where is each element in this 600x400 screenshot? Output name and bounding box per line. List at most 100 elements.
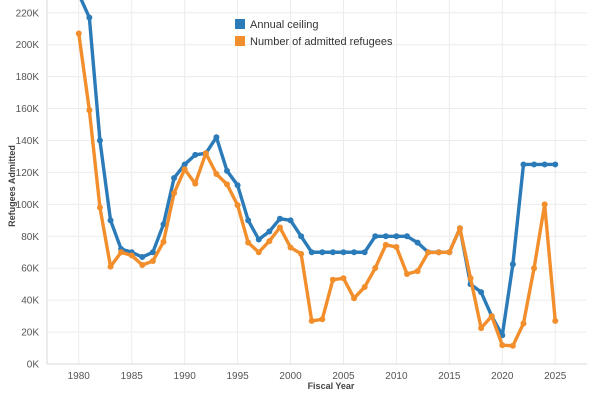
y-axis-title: Refugees Admitted (7, 145, 17, 227)
data-point-ceiling[interactable] (329, 249, 336, 256)
legend-label-ceiling: Annual ceiling (250, 19, 319, 31)
data-point-ceiling[interactable] (351, 249, 358, 256)
data-point-admitted[interactable] (234, 202, 241, 209)
data-point-admitted[interactable] (192, 180, 199, 187)
data-point-ceiling[interactable] (181, 161, 188, 168)
data-point-admitted[interactable] (139, 262, 146, 269)
data-point-admitted[interactable] (287, 244, 294, 251)
y-tick-label: 20K (21, 328, 39, 339)
data-point-ceiling[interactable] (393, 233, 400, 240)
data-point-ceiling[interactable] (340, 249, 347, 256)
data-point-admitted[interactable] (361, 284, 368, 291)
data-point-admitted[interactable] (308, 317, 315, 324)
data-point-admitted[interactable] (160, 238, 167, 245)
data-point-admitted[interactable] (298, 250, 305, 257)
y-tick-label: 0K (27, 360, 40, 371)
series-line-admitted (77, 31, 557, 348)
data-point-admitted[interactable] (509, 342, 516, 349)
data-point-ceiling[interactable] (287, 217, 294, 224)
data-point-admitted[interactable] (435, 249, 442, 256)
data-point-admitted[interactable] (372, 265, 379, 272)
data-point-admitted[interactable] (319, 316, 326, 323)
data-point-ceiling[interactable] (552, 161, 559, 168)
data-point-admitted[interactable] (245, 239, 252, 246)
data-point-admitted[interactable] (149, 258, 156, 265)
data-point-admitted[interactable] (404, 270, 410, 277)
data-point-ceiling[interactable] (245, 217, 252, 224)
data-point-admitted[interactable] (382, 241, 389, 248)
data-point-ceiling[interactable] (531, 161, 538, 168)
x-tick-label: 2000 (279, 371, 302, 382)
data-point-admitted[interactable] (128, 252, 135, 259)
data-point-admitted[interactable] (86, 107, 93, 114)
data-point-admitted[interactable] (224, 181, 230, 188)
data-point-ceiling[interactable] (192, 151, 199, 158)
series-admitted (75, 30, 559, 349)
y-tick-label: 60K (21, 264, 39, 275)
data-point-admitted[interactable] (393, 243, 400, 250)
series-line-ceiling (79, 0, 557, 337)
data-point-admitted[interactable] (541, 201, 548, 208)
data-point-ceiling[interactable] (509, 261, 516, 268)
data-point-admitted[interactable] (467, 275, 474, 282)
data-point-admitted[interactable] (351, 295, 358, 302)
y-tick-label: 80K (21, 232, 39, 243)
legend-item-ceiling[interactable]: Annual ceiling (235, 19, 319, 31)
data-point-admitted[interactable] (520, 320, 527, 327)
data-point-ceiling[interactable] (86, 14, 93, 21)
data-point-admitted[interactable] (414, 268, 421, 275)
legend-item-admitted[interactable]: Number of admitted refugees (235, 36, 393, 48)
data-point-admitted[interactable] (202, 150, 209, 157)
x-tick-label: 2015 (438, 371, 461, 382)
data-point-admitted[interactable] (118, 249, 125, 256)
legend-swatch-ceiling (235, 19, 245, 29)
data-point-ceiling[interactable] (96, 137, 103, 144)
data-point-ceiling[interactable] (298, 233, 305, 240)
data-point-ceiling[interactable] (213, 134, 220, 141)
data-point-ceiling[interactable] (372, 233, 379, 240)
data-point-ceiling[interactable] (149, 249, 156, 256)
data-point-admitted[interactable] (425, 249, 432, 256)
data-point-ceiling[interactable] (308, 249, 315, 256)
x-tick-label: 1985 (121, 371, 144, 382)
data-point-admitted[interactable] (213, 171, 220, 178)
data-point-admitted[interactable] (552, 317, 559, 324)
data-point-ceiling[interactable] (171, 175, 178, 182)
data-point-ceiling[interactable] (382, 233, 389, 240)
data-point-ceiling[interactable] (139, 254, 146, 261)
data-point-admitted[interactable] (446, 249, 453, 256)
data-point-admitted[interactable] (96, 204, 103, 211)
data-point-admitted[interactable] (181, 166, 188, 173)
data-point-ceiling[interactable] (107, 217, 114, 224)
data-point-ceiling[interactable] (361, 249, 368, 256)
data-point-ceiling[interactable] (255, 236, 262, 243)
y-tick-label: 160K (16, 104, 40, 115)
data-point-admitted[interactable] (499, 342, 506, 349)
data-point-ceiling[interactable] (414, 239, 421, 246)
data-point-admitted[interactable] (276, 224, 283, 231)
data-point-ceiling[interactable] (160, 221, 167, 228)
data-point-ceiling[interactable] (541, 161, 548, 168)
data-point-admitted[interactable] (329, 276, 336, 283)
data-point-admitted[interactable] (478, 325, 485, 332)
data-point-ceiling[interactable] (319, 249, 326, 256)
data-point-ceiling[interactable] (404, 233, 410, 240)
data-point-admitted[interactable] (266, 238, 273, 245)
x-axis-title: Fiscal Year (308, 381, 355, 391)
data-point-admitted[interactable] (456, 225, 463, 232)
data-point-admitted[interactable] (75, 30, 82, 37)
data-point-admitted[interactable] (107, 263, 114, 270)
data-point-admitted[interactable] (488, 313, 495, 320)
data-point-ceiling[interactable] (234, 182, 241, 189)
data-point-ceiling[interactable] (224, 167, 230, 174)
data-point-admitted[interactable] (340, 275, 347, 282)
data-point-ceiling[interactable] (478, 289, 485, 296)
data-point-ceiling[interactable] (266, 228, 273, 235)
data-point-admitted[interactable] (171, 190, 178, 197)
legend-swatch-admitted (235, 36, 245, 46)
data-point-admitted[interactable] (255, 249, 262, 256)
series-group (75, 0, 559, 349)
data-point-ceiling[interactable] (520, 161, 527, 168)
data-point-admitted[interactable] (531, 265, 538, 272)
data-point-ceiling[interactable] (276, 215, 283, 222)
